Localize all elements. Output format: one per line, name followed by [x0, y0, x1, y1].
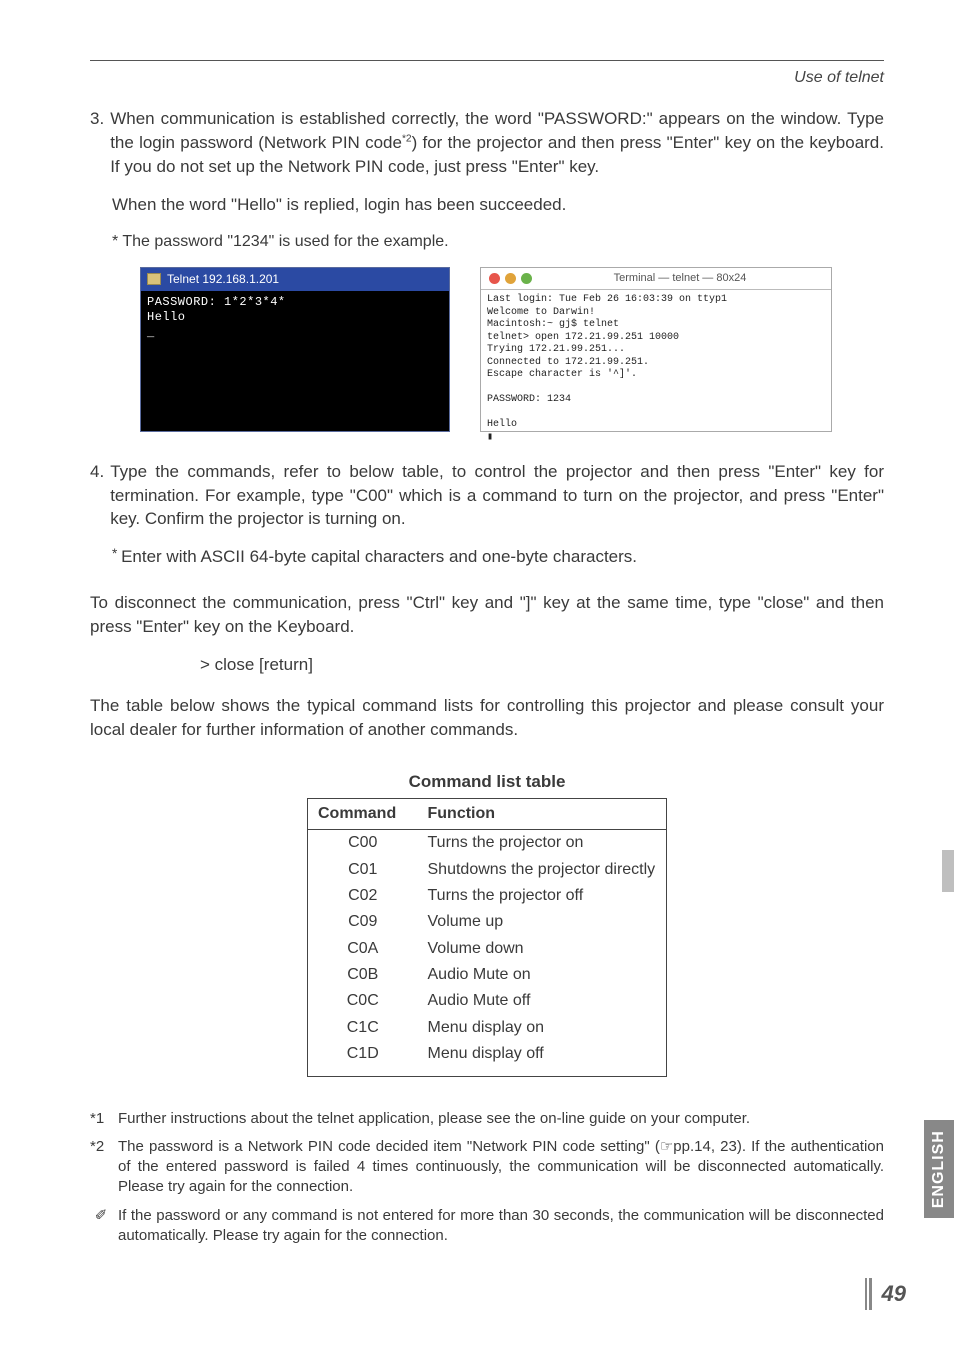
footnote-3-text: If the password or any command is not en… [118, 1206, 884, 1247]
table-cell-command: C02 [308, 883, 418, 909]
telnet-icon [147, 273, 161, 285]
table-cell-function: Turns the projector on [418, 830, 667, 857]
step-3-sup: *2 [402, 134, 412, 145]
mac-minimize-icon [505, 273, 516, 284]
table-cell-function: Shutdowns the projector directly [418, 857, 667, 883]
telnet-window: Telnet 192.168.1.201 PASSWORD: 1*2*3*4* … [140, 267, 450, 432]
footnote-3: ✐ If the password or any command is not … [90, 1206, 884, 1247]
footnotes: *1 Further instructions about the telnet… [90, 1109, 884, 1247]
table-cell-function: Turns the projector off [418, 883, 667, 909]
table-cell-command: C0B [308, 962, 418, 988]
footnote-1-mark: *1 [90, 1109, 112, 1129]
language-tab: ENGLISH [924, 1120, 954, 1218]
table-row: C09Volume up [308, 909, 667, 935]
telnet-titlebar: Telnet 192.168.1.201 [141, 268, 449, 291]
mac-terminal-window: Terminal — telnet — 80x24 Last login: Tu… [480, 267, 832, 432]
command-table-title: Command list table [90, 770, 884, 794]
disconnect-example: > close [return] [200, 653, 884, 677]
table-cell-function: Menu display on [418, 1015, 667, 1041]
table-row: C0CAudio Mute off [308, 988, 667, 1014]
table-cell-command: C01 [308, 857, 418, 883]
header-title: Use of telnet [90, 67, 884, 89]
table-header-row: Command Function [308, 798, 667, 829]
table-cell-function: Menu display off [418, 1041, 667, 1076]
table-row: C0AVolume down [308, 936, 667, 962]
step-4-number: 4. [90, 460, 104, 531]
side-tab-stub [942, 850, 954, 892]
footnote-2-text: The password is a Network PIN code decid… [118, 1137, 884, 1198]
step-4-text: Type the commands, refer to below table,… [110, 460, 884, 531]
table-cell-command: C1C [308, 1015, 418, 1041]
mac-body: Last login: Tue Feb 26 16:03:39 on ttyp1… [481, 290, 831, 430]
step-4-sub-text: Enter with ASCII 64-byte capital charact… [121, 547, 637, 566]
footnote-3-icon: ✐ [90, 1206, 112, 1247]
table-row: C1CMenu display on [308, 1015, 667, 1041]
table-cell-function: Volume down [418, 936, 667, 962]
table-header-function: Function [418, 798, 667, 829]
screenshot-row: Telnet 192.168.1.201 PASSWORD: 1*2*3*4* … [140, 267, 884, 432]
language-tab-text: ENGLISH [928, 1130, 950, 1208]
page-number: 49 [869, 1278, 906, 1310]
mac-title-text: Terminal — telnet — 80x24 [537, 271, 823, 286]
table-row: C00Turns the projector on [308, 830, 667, 857]
mac-zoom-icon [521, 273, 532, 284]
step-4: 4. Type the commands, refer to below tab… [90, 460, 884, 531]
footnote-1-text: Further instructions about the telnet ap… [118, 1109, 884, 1129]
table-cell-function: Volume up [418, 909, 667, 935]
footnote-1: *1 Further instructions about the telnet… [90, 1109, 884, 1129]
table-header-command: Command [308, 798, 418, 829]
step-3: 3. When communication is established cor… [90, 107, 884, 178]
table-row: C01Shutdowns the projector directly [308, 857, 667, 883]
telnet-body: PASSWORD: 1*2*3*4* Hello _ [141, 291, 449, 431]
footnote-2-mark: *2 [90, 1137, 112, 1198]
table-cell-command: C1D [308, 1041, 418, 1076]
mac-window-buttons [489, 273, 532, 284]
table-cell-command: C0A [308, 936, 418, 962]
command-table: Command Function C00Turns the projector … [307, 798, 667, 1077]
step-3-line2: When the word "Hello" is replied, login … [112, 193, 884, 217]
table-row: C0BAudio Mute on [308, 962, 667, 988]
table-intro: The table below shows the typical comman… [90, 694, 884, 742]
table-cell-function: Audio Mute on [418, 962, 667, 988]
step-4-sub: * Enter with ASCII 64-byte capital chara… [112, 545, 884, 569]
table-cell-command: C09 [308, 909, 418, 935]
disconnect-paragraph: To disconnect the communication, press "… [90, 591, 884, 639]
telnet-title-text: Telnet 192.168.1.201 [167, 271, 279, 288]
table-cell-command: C00 [308, 830, 418, 857]
step-3-number: 3. [90, 107, 104, 178]
table-cell-command: C0C [308, 988, 418, 1014]
mac-close-icon [489, 273, 500, 284]
header-divider [90, 60, 884, 61]
step-4-sub-asterisk: * [112, 546, 121, 561]
table-cell-function: Audio Mute off [418, 988, 667, 1014]
table-row: C02Turns the projector off [308, 883, 667, 909]
footnote-2: *2 The password is a Network PIN code de… [90, 1137, 884, 1198]
table-row: C1DMenu display off [308, 1041, 667, 1076]
step-3-text: When communication is established correc… [110, 107, 884, 178]
mac-titlebar: Terminal — telnet — 80x24 [481, 268, 831, 290]
step-3-note: * The password "1234" is used for the ex… [112, 231, 884, 253]
